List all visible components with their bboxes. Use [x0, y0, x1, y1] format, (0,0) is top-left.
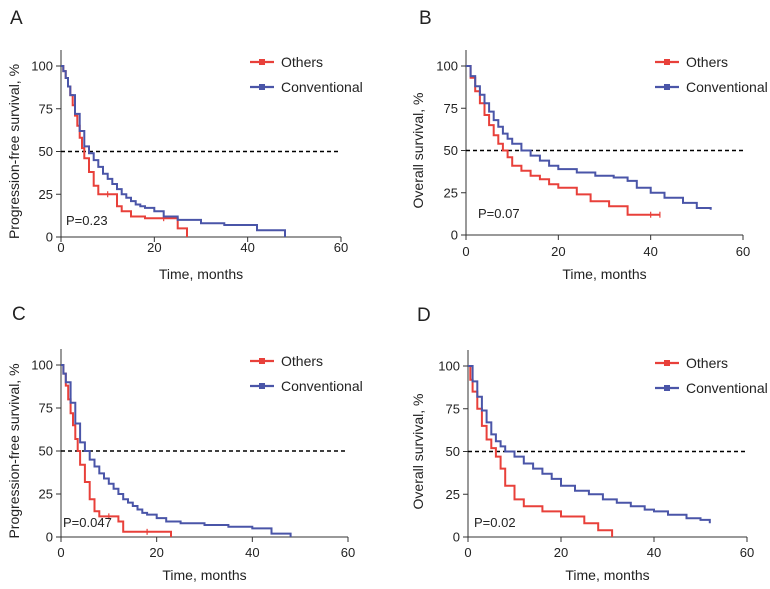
p-value-annotation: P=0.23	[66, 213, 108, 228]
x-tick-label: 0	[57, 545, 64, 560]
legend-label-conventional: Conventional	[686, 79, 768, 95]
x-axis-title: Time, months	[162, 567, 246, 583]
legend-marker-others	[664, 59, 670, 65]
y-tick-label: 100	[436, 59, 458, 74]
y-tick-label: 25	[444, 185, 458, 200]
series-conventional-line	[61, 364, 292, 537]
y-tick-label: 75	[446, 401, 460, 416]
legend-label-conventional: Conventional	[281, 378, 363, 394]
legend-marker-conventional	[259, 84, 265, 90]
legend-label-others: Others	[686, 54, 728, 70]
y-tick-label: 100	[31, 59, 53, 74]
x-tick-label: 20	[551, 244, 565, 259]
y-tick-label: 25	[39, 487, 53, 502]
y-tick-label: 0	[46, 530, 53, 545]
legend-marker-others	[259, 59, 265, 65]
y-tick-label: 100	[31, 358, 53, 373]
panel-a: A 0 25 50 75 100 0 20 40 60 Time, months Progressio…	[6, 8, 363, 282]
x-tick-label: 20	[147, 240, 161, 255]
series-others-line	[466, 65, 660, 216]
y-tick-label: 0	[453, 530, 460, 545]
p-value-annotation: P=0.02	[474, 515, 516, 530]
legend-label-others: Others	[281, 353, 323, 369]
panel-letter: B	[419, 8, 432, 29]
legend-marker-conventional	[664, 84, 670, 90]
panel-d: D 0 25 50 75 100 0 20 40 60 Time, months Overall su…	[410, 305, 768, 583]
legend-label-others: Others	[281, 54, 323, 70]
panel-letter: C	[12, 304, 26, 325]
x-tick-label: 20	[149, 545, 163, 560]
x-tick-label: 0	[464, 545, 471, 560]
x-tick-label: 60	[740, 545, 754, 560]
legend-marker-conventional	[664, 385, 670, 391]
y-axis-title: Overall survival, %	[410, 394, 426, 510]
x-tick-label: 60	[334, 240, 348, 255]
panel-letter: D	[417, 305, 431, 326]
y-tick-label: 50	[444, 143, 458, 158]
x-axis-title: Time, months	[562, 266, 646, 282]
legend-label-conventional: Conventional	[281, 79, 363, 95]
y-tick-label: 100	[438, 359, 460, 374]
x-tick-label: 60	[341, 545, 355, 560]
panel-c: C 0 25 50 75 100 0 20 40 60 Time, months Progressio…	[6, 304, 363, 583]
series-others-line	[61, 364, 172, 537]
panel-b: B 0 25 50 75 100 0 20 40 60 Time, months Overall su…	[410, 8, 768, 282]
y-tick-label: 50	[39, 144, 53, 159]
x-tick-label: 60	[736, 244, 750, 259]
series-conventional-line	[466, 65, 712, 210]
y-tick-label: 75	[39, 101, 53, 116]
x-tick-label: 40	[245, 545, 259, 560]
legend-marker-others	[259, 358, 265, 364]
x-tick-label: 40	[647, 545, 661, 560]
x-tick-label: 0	[462, 244, 469, 259]
y-tick-label: 0	[46, 230, 53, 245]
x-tick-label: 0	[57, 240, 64, 255]
y-axis-title: Progression-free survival, %	[6, 64, 22, 239]
p-value-annotation: P=0.047	[63, 515, 112, 530]
panel-letter: A	[10, 8, 23, 29]
x-axis-title: Time, months	[159, 266, 243, 282]
series-conventional-line	[61, 65, 286, 237]
legend-marker-conventional	[259, 383, 265, 389]
y-tick-label: 75	[444, 101, 458, 116]
legend-label-conventional: Conventional	[686, 380, 768, 396]
y-tick-label: 50	[446, 444, 460, 459]
x-axis-title: Time, months	[565, 567, 649, 583]
y-tick-label: 25	[39, 187, 53, 202]
y-tick-label: 0	[451, 228, 458, 243]
y-tick-label: 50	[39, 444, 53, 459]
p-value-annotation: P=0.07	[478, 206, 520, 221]
series-conventional-line	[468, 365, 711, 524]
x-tick-label: 40	[240, 240, 254, 255]
y-tick-label: 75	[39, 401, 53, 416]
y-axis-title: Progression-free survival, %	[6, 363, 22, 538]
legend-marker-others	[664, 360, 670, 366]
x-tick-label: 40	[643, 244, 657, 259]
y-axis-title: Overall survival, %	[410, 93, 426, 209]
y-tick-label: 25	[446, 487, 460, 502]
legend-label-others: Others	[686, 355, 728, 371]
x-tick-label: 20	[554, 545, 568, 560]
